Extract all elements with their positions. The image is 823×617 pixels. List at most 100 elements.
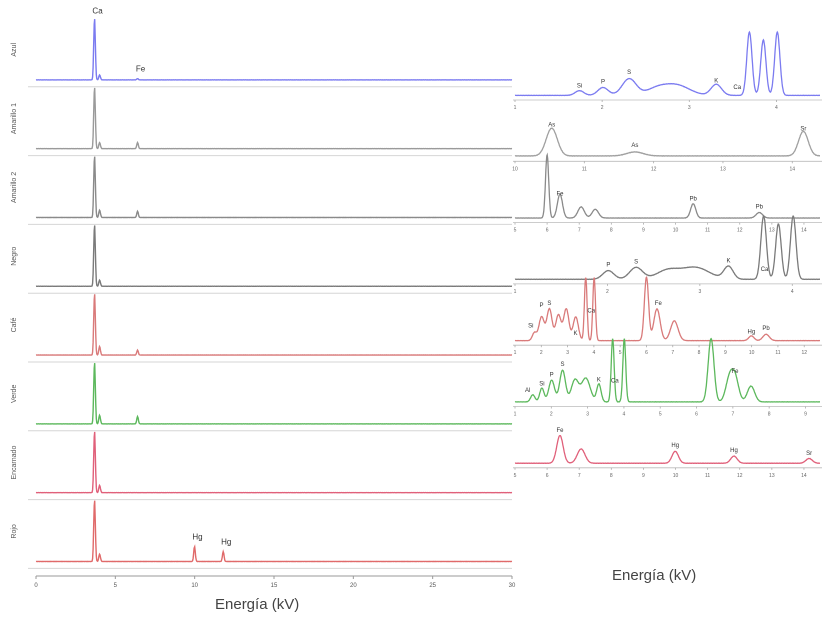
inset-x-tick-label: 3 (566, 350, 569, 356)
inset-peak-label: K (597, 378, 601, 384)
peak-label: Fe (136, 64, 146, 73)
inset-x-tick-label: 13 (720, 166, 726, 172)
inset-spectrum-line-5 (514, 337, 820, 403)
inset-x-tick-label: 13 (769, 228, 775, 234)
inset-x-tick-label: 9 (804, 412, 807, 418)
inset-x-tick-label: 11 (775, 350, 780, 356)
spectrum-line-4 (35, 294, 513, 356)
inset-peak-label: Si (577, 83, 582, 89)
inset-x-tick-label: 4 (791, 289, 794, 295)
inset-x-tick-label: 10 (673, 473, 679, 479)
row-label-5: Verde (11, 385, 18, 403)
peak-label: Hg (192, 532, 202, 541)
inset-peak-label: S (547, 301, 551, 307)
inset-peak-label: Ca (733, 85, 741, 91)
inset-spectrum-line-6 (514, 434, 820, 465)
inset-peak-label: P (540, 303, 544, 309)
inset-x-tick-label: 10 (673, 228, 679, 234)
inset-x-tick-label: 14 (789, 166, 795, 172)
inset-spectrum-line-0 (514, 30, 820, 97)
inset-peak-label: S (561, 362, 565, 368)
x-tick-label-left: 5 (114, 583, 118, 589)
x-tick-label-left: 30 (509, 583, 516, 589)
row-label-0: Azul (11, 43, 18, 57)
spectrum-line-6 (35, 431, 513, 494)
inset-spectrum-line-4 (514, 275, 820, 342)
inset-peak-label: As (548, 122, 555, 128)
inset-peak-label: P (550, 372, 554, 378)
inset-x-tick-label: 9 (724, 350, 727, 356)
inset-peak-label: Hg (748, 329, 756, 335)
inset-x-tick-label: 6 (546, 473, 549, 479)
inset-x-tick-label: 5 (659, 412, 662, 418)
inset-x-tick-label: 13 (769, 473, 775, 479)
inset-x-tick-label: 12 (801, 350, 807, 356)
inset-peak-label: Sr (806, 451, 812, 457)
inset-x-tick-label: 2 (550, 412, 553, 418)
inset-x-tick-label: 1 (514, 105, 517, 111)
inset-x-tick-label: 12 (737, 228, 743, 234)
inset-peak-label: As (631, 143, 638, 149)
inset-x-tick-label: 12 (651, 166, 657, 172)
inset-x-tick-label: 3 (698, 289, 701, 295)
inset-x-tick-label: 1 (514, 412, 517, 418)
x-tick-label-left: 10 (191, 583, 198, 589)
x-tick-label-left: 0 (34, 583, 38, 589)
inset-x-tick-label: 2 (601, 105, 604, 111)
inset-x-tick-label: 7 (671, 350, 674, 356)
inset-x-tick-label: 1 (514, 350, 517, 356)
peak-label: Ca (92, 7, 103, 16)
row-label-1: Amarillo 1 (11, 103, 18, 134)
inset-peak-label: S (634, 259, 638, 265)
inset-x-tick-label: 8 (610, 473, 613, 479)
inset-x-tick-label: 8 (768, 412, 771, 418)
inset-x-tick-label: 7 (578, 228, 581, 234)
inset-x-tick-label: 2 (606, 289, 609, 295)
row-label-3: Negro (11, 247, 18, 266)
inset-spectrum-line-1 (514, 127, 820, 157)
inset-x-tick-label: 1 (514, 289, 517, 295)
x-tick-label-left: 15 (271, 583, 278, 589)
inset-peak-label: K (726, 258, 730, 264)
row-label-2: Amarillo 2 (11, 172, 18, 203)
inset-peak-label: Pb (762, 326, 770, 332)
inset-x-tick-label: 4 (623, 412, 626, 418)
spectrum-line-1 (35, 87, 513, 150)
spectrum-line-5 (35, 363, 513, 425)
inset-peak-label: P (606, 262, 610, 268)
spectrum-line-3 (35, 225, 513, 288)
inset-peak-label: Pb (756, 204, 764, 210)
inset-peak-label: Fe (655, 301, 663, 307)
inset-x-tick-label: 11 (582, 166, 587, 172)
spectrum-line-0 (35, 19, 513, 81)
inset-peak-label: Ca (761, 267, 769, 273)
inset-x-tick-label: 9 (642, 228, 645, 234)
inset-x-tick-label: 7 (578, 473, 581, 479)
inset-peak-label: Fe (732, 369, 740, 375)
spectrum-line-2 (35, 156, 513, 219)
inset-spectrum-line-2 (514, 152, 820, 219)
inset-x-tick-label: 5 (514, 473, 517, 479)
inset-peak-label: Si (539, 381, 544, 387)
inset-peak-label: P (601, 79, 605, 85)
inset-x-tick-label: 6 (695, 412, 698, 418)
row-label-6: Encarnado (11, 446, 18, 480)
inset-x-tick-label: 9 (642, 473, 645, 479)
x-tick-label-left: 20 (350, 583, 357, 589)
inset-x-tick-label: 14 (801, 473, 807, 479)
inset-peak-label: Si (528, 324, 533, 330)
inset-peak-label: Hg (730, 448, 738, 454)
inset-x-tick-label: 2 (540, 350, 543, 356)
inset-x-tick-label: 11 (705, 473, 710, 479)
inset-peak-label: S (627, 70, 631, 76)
inset-x-tick-label: 11 (705, 228, 710, 234)
inset-peak-label: Fe (556, 428, 564, 434)
inset-peak-label: Hg (671, 443, 679, 449)
inset-x-tick-label: 8 (698, 350, 701, 356)
inset-x-tick-label: 4 (592, 350, 595, 356)
row-label-7: Rojo (11, 524, 18, 539)
inset-spectrum-line-3 (514, 215, 820, 281)
inset-x-tick-label: 7 (731, 412, 734, 418)
x-axis-label-left: Energía (kV) (215, 596, 300, 613)
